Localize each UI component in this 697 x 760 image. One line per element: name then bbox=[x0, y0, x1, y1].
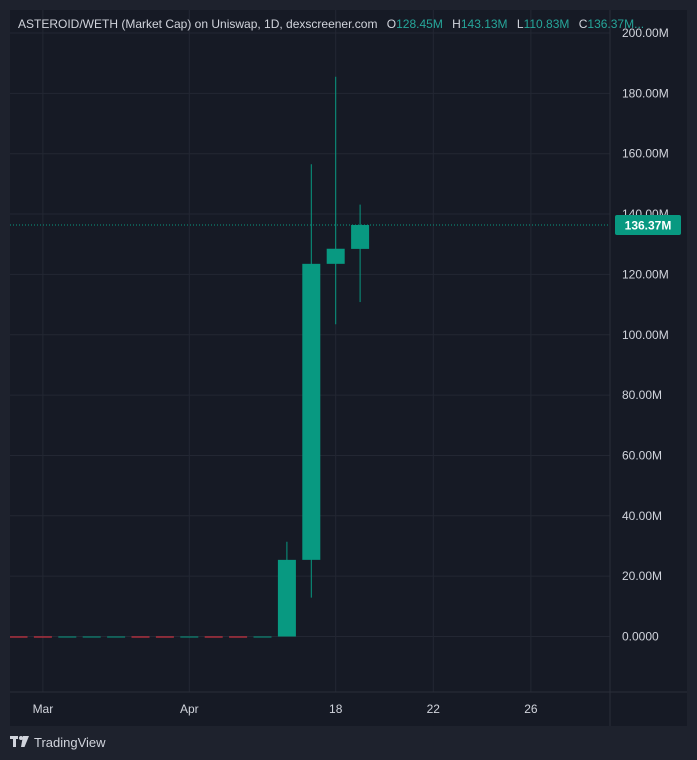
brand-name: TradingView bbox=[34, 734, 106, 750]
last-price-tag bbox=[615, 215, 681, 236]
last-price-label: 136.37M bbox=[625, 219, 672, 233]
candle-body bbox=[107, 636, 126, 638]
y-tick-label: 100.00M bbox=[622, 328, 669, 342]
candle-body bbox=[33, 636, 52, 638]
y-tick-label: 200.00M bbox=[622, 26, 669, 40]
low-label: L bbox=[516, 17, 524, 31]
y-tick-label: 60.00M bbox=[622, 448, 662, 462]
y-tick-label: 20.00M bbox=[622, 569, 662, 583]
candle-body bbox=[204, 636, 223, 638]
x-tick-label: 26 bbox=[524, 702, 538, 716]
high-value: 143.13M bbox=[460, 17, 508, 31]
y-tick-label: 0.0000 bbox=[622, 630, 659, 644]
chart-legend: ASTEROID/WETH (Market Cap) on Uniswap, 1… bbox=[18, 17, 644, 31]
x-tick-label: Apr bbox=[180, 702, 199, 716]
candle-body bbox=[180, 636, 199, 638]
candle-body bbox=[351, 225, 370, 249]
candle-body bbox=[131, 636, 150, 638]
open-value: 128.45M bbox=[396, 17, 443, 31]
x-tick-label: 22 bbox=[427, 702, 441, 716]
candle-body bbox=[155, 636, 174, 638]
candle-body bbox=[302, 263, 321, 560]
tradingview-logo-icon bbox=[10, 734, 29, 750]
candle-body bbox=[253, 636, 272, 638]
candle-body bbox=[58, 636, 77, 638]
footer-attribution[interactable]: TradingView bbox=[10, 734, 106, 750]
y-tick-label: 80.00M bbox=[622, 388, 662, 402]
y-tick-label: 120.00M bbox=[622, 267, 669, 281]
x-tick-label: 18 bbox=[329, 702, 343, 716]
candle-body bbox=[82, 636, 101, 638]
candle-body bbox=[326, 248, 345, 264]
y-tick-label: 180.00M bbox=[622, 86, 669, 100]
candle-body bbox=[277, 559, 296, 637]
candle-body bbox=[229, 636, 248, 638]
chart-area[interactable]: 200.00M 180.00M 160.00M 140.00M 120.00M 100.0… bbox=[10, 10, 687, 726]
y-tick-label: 40.00M bbox=[622, 509, 662, 523]
close-value: 136.37M... bbox=[587, 17, 645, 31]
y-tick-label: 160.00M bbox=[622, 147, 669, 161]
open-label: O bbox=[386, 17, 397, 31]
close-label: C bbox=[578, 17, 588, 31]
low-value: 110.83M bbox=[523, 17, 570, 31]
candle-body bbox=[10, 636, 28, 638]
symbol-title: ASTEROID/WETH (Market Cap) on Uniswap, 1… bbox=[18, 17, 378, 31]
x-tick-label: Mar bbox=[33, 702, 54, 716]
candlestick-chart[interactable]: 200.00M180.00M160.00M140.00M120.00M100.0… bbox=[10, 10, 687, 726]
high-label: H bbox=[452, 17, 461, 31]
